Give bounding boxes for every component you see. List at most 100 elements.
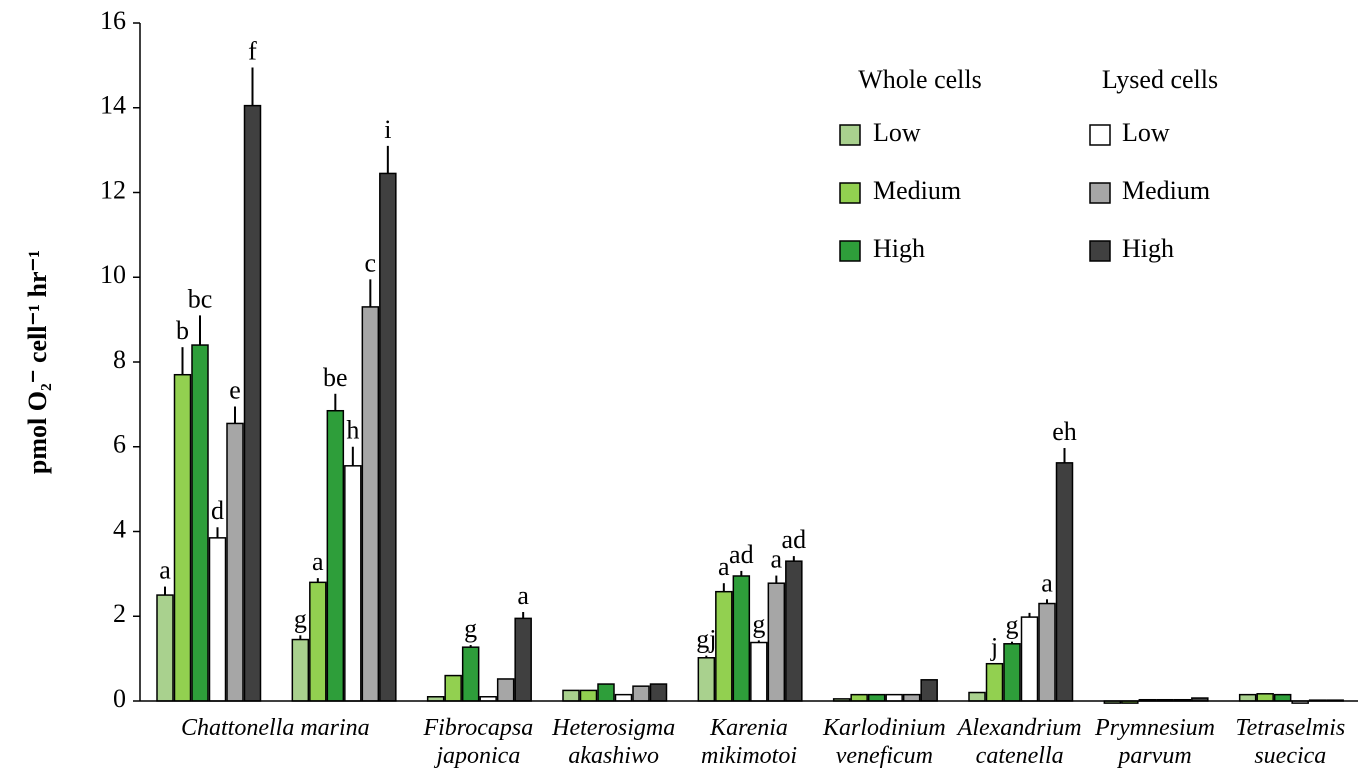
- significance-label: gj: [696, 625, 716, 654]
- significance-label: a: [312, 547, 324, 576]
- bar: [226, 422, 244, 702]
- significance-label: g: [464, 614, 477, 643]
- significance-label: a: [1041, 568, 1053, 597]
- x-tick-label: Karenia mikimotoi: [701, 715, 797, 769]
- significance-label: d: [211, 496, 224, 525]
- significance-label: b: [176, 316, 189, 345]
- legend-label: High: [873, 234, 925, 263]
- significance-label: eh: [1052, 417, 1077, 446]
- bar: [344, 465, 362, 702]
- bar: [496, 678, 515, 702]
- bar: [579, 689, 598, 702]
- x-tick-label: Prymnesium parvum: [1095, 715, 1215, 769]
- legend-label: Medium: [873, 176, 961, 205]
- legend-swatch: [839, 182, 861, 204]
- bar: [985, 662, 1004, 702]
- y-tick-label: 16: [100, 6, 126, 35]
- bar: [191, 344, 209, 702]
- significance-label: i: [384, 115, 391, 144]
- legend-swatch: [1089, 182, 1111, 204]
- y-tick-label: 8: [113, 345, 126, 374]
- bar: [156, 594, 174, 702]
- significance-label: bc: [188, 284, 213, 313]
- bar: [649, 683, 668, 702]
- y-axis-label: pmol O₂⁻ cell⁻¹ hr⁻¹: [23, 250, 52, 474]
- bar: [750, 641, 768, 702]
- bar: [885, 693, 903, 702]
- bar: [1020, 616, 1039, 702]
- y-tick-label: 0: [113, 684, 126, 713]
- bar: [361, 306, 380, 702]
- bar: [208, 537, 227, 702]
- significance-label: f: [248, 36, 257, 65]
- bar: [715, 590, 733, 702]
- bar: [1055, 462, 1074, 702]
- legend-heading: Whole cells: [858, 65, 981, 94]
- bar: [514, 617, 532, 702]
- bar: [243, 104, 262, 702]
- bar: [920, 679, 938, 702]
- legend-label: Medium: [1122, 176, 1210, 205]
- significance-label: h: [346, 416, 359, 445]
- x-tick-label: Fibrocapsa japonica: [423, 715, 534, 769]
- bar: [1003, 643, 1021, 702]
- legend-label: High: [1122, 234, 1174, 263]
- legend-swatch: [1089, 240, 1111, 262]
- legend-swatch: [839, 124, 861, 146]
- bar: [614, 693, 633, 702]
- x-tick-label: Heterosigma akashiwo: [552, 715, 676, 769]
- x-tick-label: Alexandrium catenella: [957, 715, 1082, 769]
- significance-label: g: [294, 604, 307, 633]
- bar: [562, 689, 580, 702]
- significance-label: a: [771, 545, 783, 574]
- legend-swatch: [1089, 124, 1111, 146]
- bar: [632, 685, 650, 702]
- bar: [1256, 693, 1274, 702]
- y-tick-label: 10: [100, 260, 126, 289]
- significance-label: g: [752, 609, 765, 638]
- y-tick-label: 2: [113, 599, 126, 628]
- significance-label: be: [323, 363, 348, 392]
- x-tick-label: Tetraselmis suecica: [1235, 715, 1346, 769]
- significance-label: j: [990, 633, 998, 662]
- bar: [767, 582, 786, 702]
- bar: [326, 409, 345, 702]
- legend-swatch: [839, 240, 861, 262]
- y-tick-label: 14: [100, 91, 126, 120]
- bar: [379, 172, 397, 702]
- bar: [461, 646, 480, 702]
- significance-label: c: [365, 248, 377, 277]
- bar: [968, 691, 986, 702]
- x-tick-label: Karlodinium veneficum: [822, 715, 946, 769]
- y-tick-label: 12: [100, 175, 126, 204]
- bar: [597, 683, 615, 702]
- bar: [291, 638, 310, 702]
- significance-label: a: [159, 556, 171, 585]
- legend-label: Low: [873, 118, 921, 147]
- legend-heading: Lysed cells: [1102, 65, 1218, 94]
- significance-label: ad: [729, 540, 754, 569]
- bar: [1273, 693, 1292, 702]
- x-tick-label: Chattonella marina: [180, 715, 370, 741]
- significance-label: a: [517, 581, 529, 610]
- bar: [309, 581, 327, 702]
- significance-label: g: [1006, 611, 1019, 640]
- y-tick-label: 6: [113, 430, 126, 459]
- bar: [1038, 602, 1056, 702]
- bar: [867, 693, 886, 702]
- y-tick-label: 4: [113, 514, 126, 543]
- significance-label: e: [229, 375, 241, 404]
- significance-label: a: [718, 552, 730, 581]
- bar: [444, 674, 462, 702]
- bar: [173, 373, 192, 702]
- bar: [850, 693, 868, 702]
- bar: [902, 693, 921, 702]
- bar: [785, 560, 803, 702]
- bar: [1238, 693, 1257, 702]
- significance-label: ad: [782, 525, 807, 554]
- bar: [732, 575, 751, 702]
- bar: [697, 657, 716, 702]
- legend-label: Low: [1122, 118, 1170, 147]
